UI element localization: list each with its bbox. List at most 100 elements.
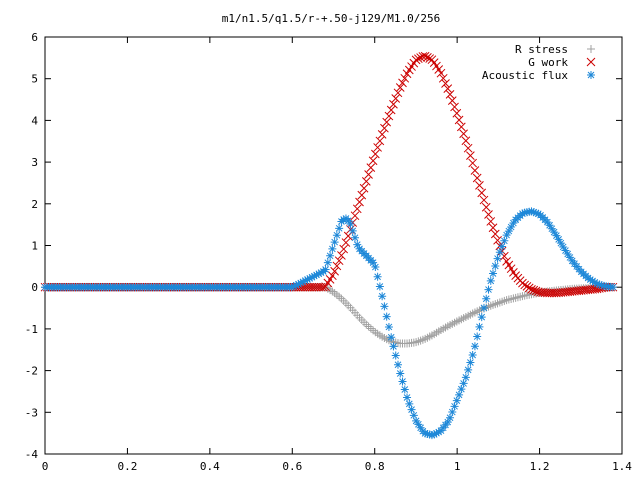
data-point: [452, 108, 462, 118]
legend-label: G work: [528, 56, 568, 69]
data-point: [534, 209, 543, 218]
data-point: [490, 229, 500, 239]
data-point: [457, 385, 466, 394]
data-point: [518, 209, 527, 218]
data-point: [529, 285, 539, 295]
data-point: [310, 272, 319, 281]
data-point: [459, 129, 468, 139]
y-tick-label: 1: [31, 240, 38, 253]
x-tick-label: 0.4: [200, 460, 220, 473]
axes: 0 0.2 0.4 0.6 0.8 1 1.2 1.4 -4 -3 -2 -1 0 1 2 3 4 5 6: [25, 31, 633, 473]
data-point: [296, 278, 305, 287]
data-point: [466, 358, 475, 367]
data-point: [382, 312, 391, 321]
data-point: [432, 429, 441, 438]
data-point: [421, 429, 430, 438]
data-point: [473, 332, 482, 341]
data-point: [298, 277, 307, 286]
data-point: [550, 228, 559, 237]
data-point: [391, 351, 400, 360]
data-point: [371, 263, 380, 272]
data-point: [368, 156, 378, 166]
data-point: [350, 211, 360, 221]
data-point: [475, 322, 484, 331]
data-point: [502, 231, 511, 240]
data-point: [373, 143, 382, 152]
y-tick-label: 2: [31, 198, 38, 211]
data-point: [509, 219, 518, 228]
data-point: [305, 282, 315, 292]
data-point: [542, 288, 552, 298]
data-point: [481, 202, 491, 212]
data-point: [380, 123, 389, 133]
data-point: [384, 322, 393, 331]
data-point: [443, 418, 452, 427]
y-tick-label: 4: [31, 114, 38, 127]
data-point: [522, 282, 532, 291]
data-point: [416, 423, 425, 432]
data-point: [438, 73, 448, 83]
data-point: [477, 313, 486, 322]
data-point: [294, 280, 303, 289]
data-point: [361, 177, 371, 186]
legend-marker: [587, 71, 595, 79]
data-point: [308, 273, 317, 282]
data-point: [398, 78, 407, 88]
data-point: [425, 430, 434, 439]
x-tick-label: 0.2: [117, 460, 137, 473]
data-point: [565, 253, 574, 262]
data-point: [400, 385, 409, 394]
data-point: [375, 282, 384, 291]
data-point: [409, 411, 418, 420]
data-point: [563, 249, 572, 258]
legend-marker: [586, 57, 596, 67]
data-point: [556, 239, 565, 248]
data-point: [561, 246, 570, 255]
data-point: [500, 236, 509, 245]
y-tick-label: 0: [31, 281, 38, 294]
data-point: [559, 242, 568, 251]
data-point: [339, 244, 349, 254]
data-point: [498, 242, 507, 251]
data-point: [328, 271, 337, 281]
data-point: [547, 288, 557, 298]
data-point: [341, 238, 351, 247]
x-tick-label: 0.8: [365, 460, 385, 473]
data-point: [423, 429, 432, 438]
data-point: [430, 430, 439, 439]
data-point: [287, 283, 296, 292]
data-point: [387, 333, 396, 342]
data-point: [554, 235, 563, 244]
y-tick-label: 6: [31, 31, 38, 44]
data-point: [371, 149, 380, 159]
data-point: [468, 351, 477, 360]
data-point: [545, 288, 554, 298]
data-point: [461, 373, 470, 382]
data-point: [590, 278, 599, 287]
data-point: [446, 413, 455, 422]
data-point: [355, 197, 364, 207]
data-point: [364, 170, 373, 179]
data-point: [475, 181, 484, 190]
data-point: [305, 274, 314, 283]
data-point: [359, 183, 369, 193]
data-point: [314, 269, 323, 278]
y-tick-label: -2: [25, 365, 38, 378]
data-point: [456, 122, 466, 132]
data-point: [455, 390, 464, 399]
data-point: [321, 265, 330, 274]
series-acoustic-flux: [41, 207, 617, 440]
data-point: [443, 84, 453, 93]
data-point: [303, 275, 312, 284]
data-point: [375, 136, 385, 146]
data-point: [593, 279, 602, 288]
data-point: [373, 272, 382, 281]
y-tick-label: 3: [31, 156, 38, 169]
data-point: [470, 166, 480, 175]
data-point: [454, 115, 464, 125]
data-point: [380, 302, 389, 311]
data-point: [468, 158, 478, 168]
data-point: [527, 284, 536, 294]
data-point: [484, 285, 493, 294]
